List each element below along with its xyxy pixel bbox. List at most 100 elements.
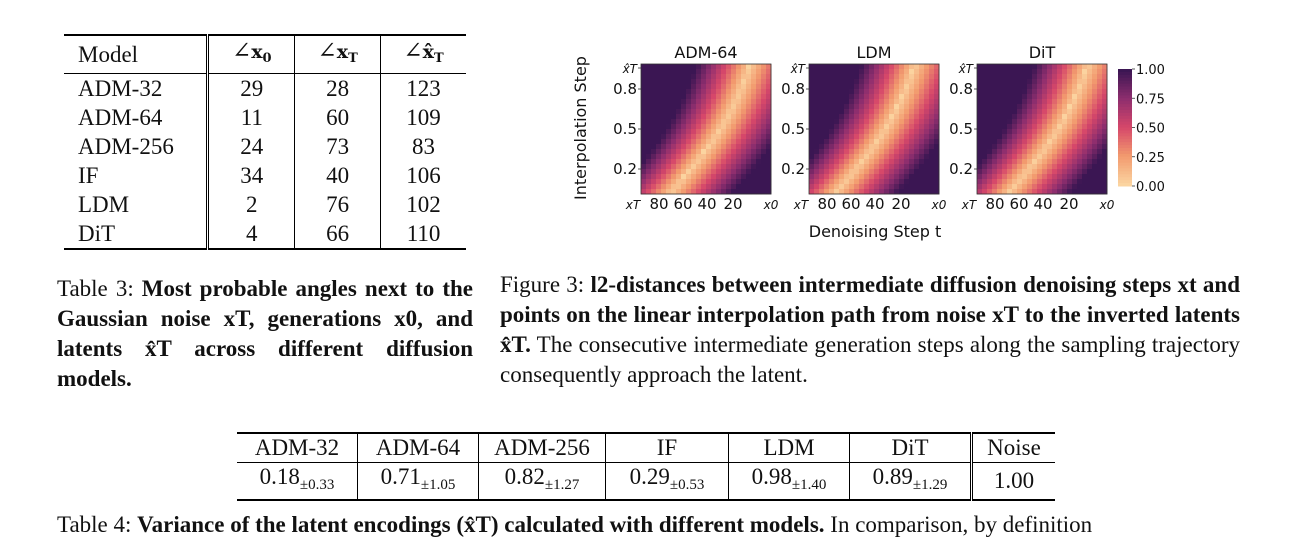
heatmap-cell	[691, 79, 697, 85]
heatmap-cell	[859, 184, 865, 190]
heatmap-cell	[1062, 129, 1068, 135]
heatmap-cell	[929, 174, 935, 180]
heatmap-cell	[671, 189, 677, 195]
x-tick-label: 60	[841, 195, 860, 213]
heatmap-cell	[696, 184, 702, 190]
heatmap-cell	[1087, 109, 1093, 115]
heatmap-cell	[879, 154, 885, 160]
heatmap-cell	[884, 74, 890, 80]
heatmap-cell	[1072, 169, 1078, 175]
heatmap-cell	[824, 129, 830, 135]
heatmap-cell	[696, 94, 702, 100]
heatmap-cell	[1072, 94, 1078, 100]
heatmap-cell	[651, 134, 657, 140]
heatmap-cell	[756, 114, 762, 120]
y-tick-label: x̂T	[790, 62, 807, 76]
heatmap-cell	[1027, 94, 1033, 100]
x-tick-label: 80	[985, 195, 1004, 213]
heatmap-cell	[1062, 169, 1068, 175]
heatmap-cell	[671, 99, 677, 105]
heatmap-cell	[834, 179, 840, 185]
heatmap-cell	[676, 124, 682, 130]
heatmap-cell	[992, 154, 998, 160]
heatmap-cell	[1012, 89, 1018, 95]
heatmap-cell	[904, 129, 910, 135]
heatmap-cell	[671, 154, 677, 160]
heatmap-cell	[894, 159, 900, 165]
heatmap-cell	[1032, 154, 1038, 160]
heatmap-cell	[834, 169, 840, 175]
heatmap-cell	[736, 179, 742, 185]
heatmap-cell	[899, 149, 905, 155]
heatmap-cell	[716, 189, 722, 195]
heatmap-cell	[839, 79, 845, 85]
heatmap-cell	[899, 84, 905, 90]
heatmap-cell	[977, 149, 983, 155]
heatmap-cell	[889, 154, 895, 160]
heatmap-cell	[1077, 104, 1083, 110]
heatmap-cell	[874, 104, 880, 110]
heatmap-cell	[1042, 74, 1048, 80]
heatmap-cell	[854, 84, 860, 90]
heatmap-cell	[824, 84, 830, 90]
heatmap-cell	[1007, 94, 1013, 100]
heatmap-cell	[656, 124, 662, 130]
heatmap-cell	[899, 154, 905, 160]
heatmap-cell	[1087, 134, 1093, 140]
heatmap-cell	[676, 104, 682, 110]
heatmap-cell	[884, 99, 890, 105]
figure-3-caption: Figure 3: l2-distances between intermedi…	[500, 270, 1240, 390]
heatmap-cell	[661, 149, 667, 155]
heatmap-cell	[824, 149, 830, 155]
heatmap-cell	[929, 104, 935, 110]
heatmap-cell	[1072, 64, 1078, 70]
heatmap-cell	[849, 144, 855, 150]
colorbar-cell	[1118, 95, 1132, 99]
heatmap-cell	[914, 124, 920, 130]
heatmap-cell	[1087, 64, 1093, 70]
heatmap-cell	[656, 189, 662, 195]
heatmap-cell	[844, 139, 850, 145]
heatmap-cell	[726, 104, 732, 110]
heatmap-cell	[814, 159, 820, 165]
heatmap-cell	[824, 184, 830, 190]
heatmap-cell	[691, 164, 697, 170]
heatmap-cell	[869, 69, 875, 75]
heatmap-cell	[869, 119, 875, 125]
heatmap-cell	[909, 64, 915, 70]
heatmap-cell	[1007, 189, 1013, 195]
heatmap-cell	[814, 174, 820, 180]
heatmap-cell	[1067, 179, 1073, 185]
heatmap-cell	[884, 129, 890, 135]
heatmap-cell	[761, 74, 767, 80]
heatmap-cell	[1072, 154, 1078, 160]
heatmap-cell	[829, 134, 835, 140]
variance-cell: 0.71±1.05	[357, 462, 479, 500]
heatmap-cell	[809, 64, 815, 70]
heatmap-cell	[1052, 189, 1058, 195]
y-tick-label: 0.5	[781, 120, 805, 138]
heatmap-cell	[751, 159, 757, 165]
heatmap-cell	[676, 169, 682, 175]
heatmap-cell	[834, 124, 840, 130]
heatmap-cell	[691, 154, 697, 160]
heatmap-cell	[992, 99, 998, 105]
heatmap-cell	[904, 64, 910, 70]
heatmap-cell	[1032, 129, 1038, 135]
heatmap-cell	[696, 89, 702, 95]
heatmap-cell	[854, 159, 860, 165]
heatmap-cell	[686, 109, 692, 115]
heatmap-cell	[894, 139, 900, 145]
heatmap-cell	[671, 129, 677, 135]
heatmap-cell	[1092, 134, 1098, 140]
heatmap-cell	[681, 169, 687, 175]
heatmap-cell	[909, 129, 915, 135]
heatmap-cell	[1077, 119, 1083, 125]
heatmap-cell	[997, 164, 1003, 170]
heatmap-cell	[696, 64, 702, 70]
heatmap-cell	[819, 169, 825, 175]
heatmap-cell	[656, 99, 662, 105]
heatmap-cell	[661, 109, 667, 115]
heatmap-cell	[1027, 64, 1033, 70]
heatmap-cell	[666, 184, 672, 190]
